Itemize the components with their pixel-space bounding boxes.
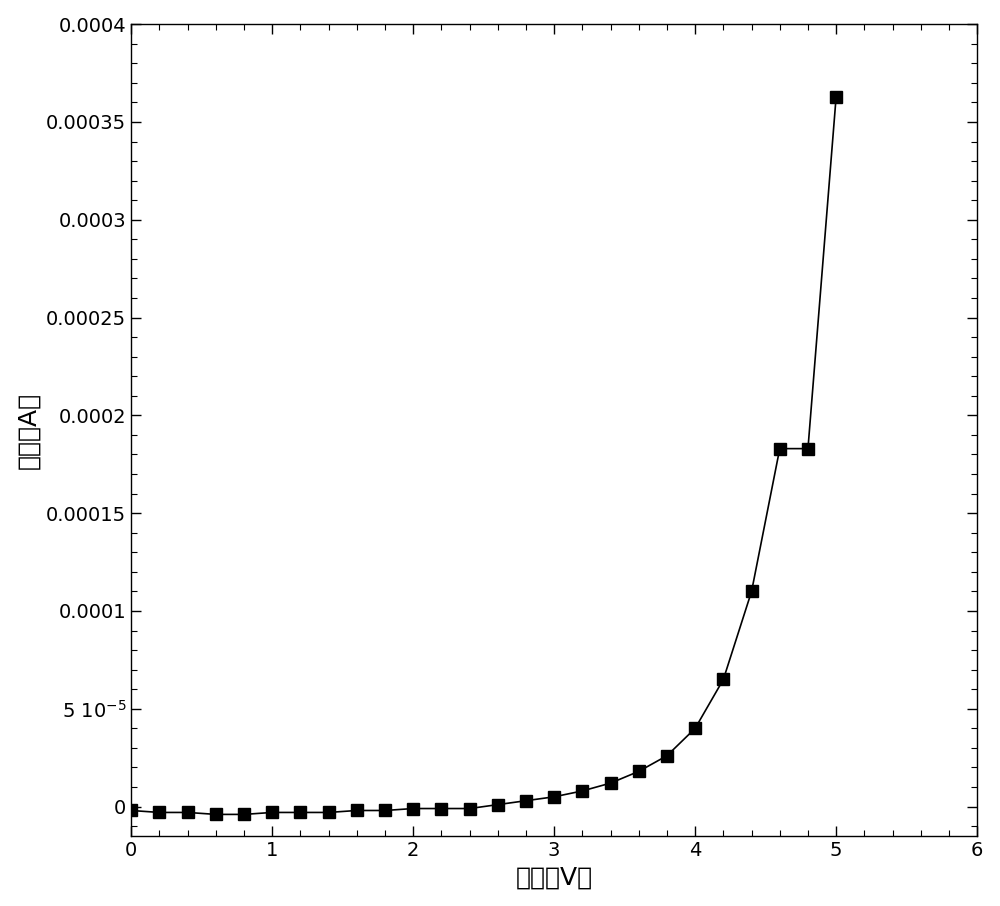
X-axis label: 电压（V）: 电压（V） (516, 865, 593, 890)
Y-axis label: 电流（A）: 电流（A） (17, 391, 41, 468)
